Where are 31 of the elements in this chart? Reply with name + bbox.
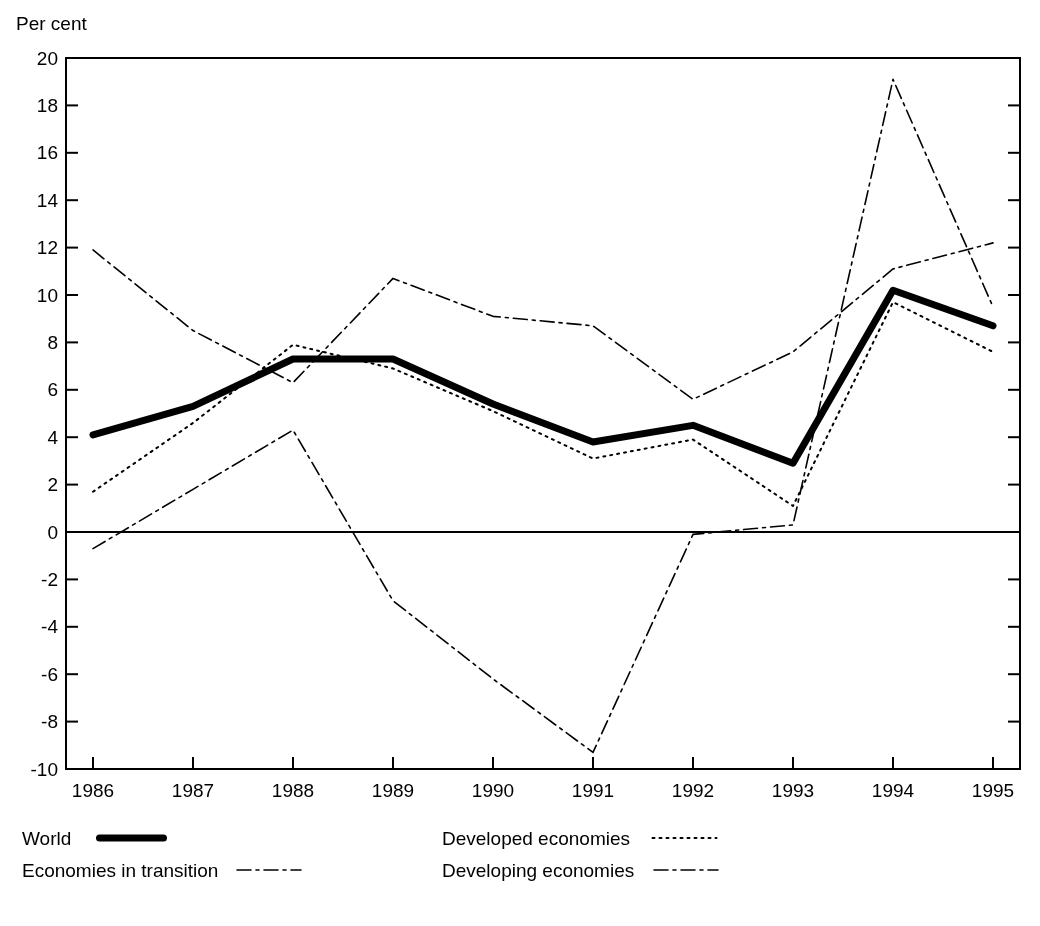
- legend-label: World: [22, 827, 72, 849]
- x-tick-label: 1988: [271, 780, 315, 801]
- x-tick-label: 1994: [871, 780, 915, 801]
- y-tick-label: 2: [47, 474, 58, 496]
- x-tick-label: 1992: [671, 780, 715, 801]
- y-tick-label: -2: [41, 569, 58, 591]
- x-tick-label: 1990: [471, 780, 515, 801]
- y-tick-label: -10: [30, 758, 58, 780]
- y-tick-label: -6: [41, 663, 58, 685]
- y-tick-label: 10: [36, 284, 58, 306]
- y-tick-label: 14: [36, 189, 59, 211]
- y-tick-label: 6: [47, 379, 58, 401]
- y-tick-label: 0: [47, 521, 58, 543]
- x-tick-label: 1993: [771, 780, 815, 801]
- y-axis-title: Per cent: [16, 13, 88, 34]
- x-tick-label: 1989: [371, 780, 415, 801]
- y-tick-label: 4: [47, 426, 59, 448]
- y-tick-label: 12: [36, 237, 58, 259]
- y-tick-label: -8: [41, 711, 58, 733]
- y-tick-label: -4: [41, 616, 59, 638]
- y-tick-label: 20: [36, 47, 58, 69]
- y-tick-label: 8: [47, 332, 58, 354]
- legend-label: Economies in transition: [22, 859, 219, 881]
- x-tick-label: 1987: [171, 780, 215, 801]
- legend-label: Developing economies: [442, 859, 635, 881]
- y-tick-label: 16: [36, 142, 58, 164]
- x-tick-label: 1995: [971, 780, 1015, 801]
- x-tick-label: 1986: [71, 780, 115, 801]
- legend-label: Developed economies: [442, 827, 631, 849]
- y-tick-label: 18: [36, 95, 58, 117]
- x-tick-label: 1991: [571, 780, 615, 801]
